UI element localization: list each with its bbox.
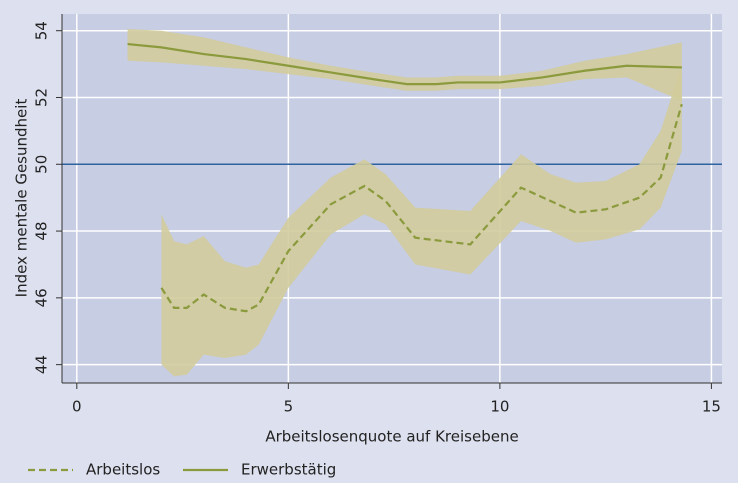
x-axis-label: Arbeitslosenquote auf Kreisebene (265, 428, 518, 446)
legend-label: Erwerbstätig (241, 461, 336, 479)
x-tick-label: 5 (284, 398, 294, 416)
legend-label: Arbeitslos (86, 461, 160, 479)
y-tick-label: 44 (33, 355, 51, 374)
series-line (127, 42, 682, 86)
y-tick-label: 48 (33, 222, 51, 241)
confidence-band (127, 29, 682, 101)
x-tick-label: 10 (490, 398, 509, 416)
x-tick-label: 0 (72, 398, 82, 416)
x-tick-label: 15 (702, 398, 721, 416)
y-tick-label: 46 (33, 288, 51, 307)
y-tick-label: 50 (33, 155, 51, 174)
confidence-band (161, 64, 682, 377)
y-axis-label: Index mentale Gesundheit (13, 99, 31, 298)
y-tick-label: 54 (33, 21, 51, 40)
y-tick-label: 52 (33, 88, 51, 107)
